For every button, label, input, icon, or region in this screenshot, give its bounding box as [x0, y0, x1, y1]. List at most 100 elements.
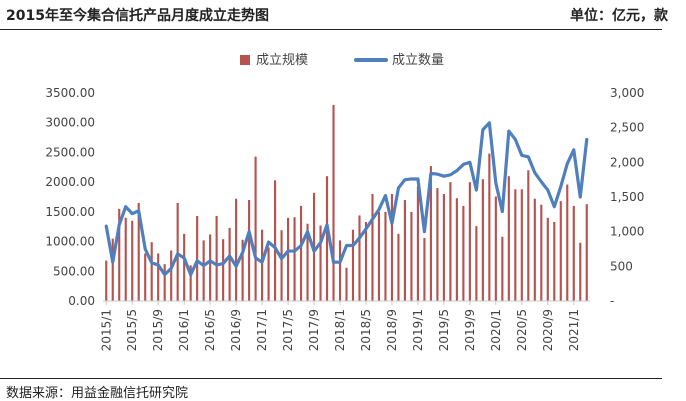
x-axis-tick-label: 2020/9 — [541, 309, 555, 351]
left-axis-tick-label: 2000.00 — [45, 175, 95, 189]
bar-2015/3 — [118, 208, 121, 301]
x-axis-tick-label: 2020/5 — [515, 309, 529, 351]
line-point-2016/2 — [189, 273, 192, 276]
line-point-2018/3 — [352, 244, 354, 247]
bar-2018/11 — [403, 199, 407, 301]
bar-2020/6 — [527, 170, 530, 301]
x-axis-tick-label: 2017/5 — [281, 309, 295, 351]
x-axis-tick-label: 2019/5 — [437, 309, 451, 351]
bar-2016/10 — [241, 239, 244, 301]
bar-2016/3 — [196, 216, 199, 301]
line-point-2015/12 — [176, 253, 179, 255]
line-point-2016/6 — [215, 264, 218, 266]
line-point-2019/10 — [475, 189, 478, 191]
line-point-2019/9 — [469, 161, 471, 164]
bar-2015/2 — [111, 238, 114, 301]
left-axis-tick-label: 1500.00 — [45, 205, 95, 219]
x-axis-tick-label: 2019/1 — [411, 309, 425, 351]
line-point-2019/2 — [423, 230, 426, 233]
x-axis-tick-label: 2018/1 — [333, 309, 347, 351]
line-point-2018/6 — [371, 218, 374, 220]
line-point-2018/12 — [410, 178, 413, 180]
bar-2020/12 — [566, 184, 569, 301]
line-point-2016/1 — [183, 257, 185, 259]
bar-2016/5 — [209, 234, 212, 301]
line-point-2020/6 — [527, 155, 530, 158]
bar-2019/7 — [455, 198, 458, 301]
line-point-2016/3 — [196, 259, 198, 262]
bar-2019/12 — [488, 153, 491, 301]
bar-2019/5 — [442, 194, 445, 301]
line-point-2016/5 — [209, 259, 211, 262]
line-point-2020/12 — [566, 162, 569, 165]
line-point-2019/7 — [456, 169, 458, 172]
right-axis-tick-label: 2,500 — [610, 121, 644, 135]
line-point-2020/2 — [501, 210, 504, 213]
bar-2016/2 — [189, 265, 192, 301]
line-point-2020/8 — [540, 180, 543, 183]
bar-2015/10 — [163, 264, 166, 301]
line-point-2016/11 — [248, 230, 250, 233]
bar-2016/7 — [222, 239, 225, 301]
line-point-2019/1 — [417, 178, 419, 180]
x-axis: 2015/1 2015/5 2015/9 2016/1 2016/5 2016/9 2017… — [99, 301, 581, 351]
bar-2016/6 — [215, 216, 218, 301]
line-point-2016/12 — [254, 257, 257, 259]
bar-2019/11 — [481, 179, 484, 301]
line-point-2020/1 — [495, 182, 497, 184]
bar-2020/11 — [559, 201, 562, 301]
line-point-2017/11 — [326, 223, 328, 226]
bar-2015/4 — [124, 217, 127, 301]
line-point-2017/2 — [267, 241, 270, 243]
bar-2020/3 — [507, 176, 510, 301]
bar-2018/9 — [390, 194, 394, 301]
bar-2019/3 — [429, 166, 432, 301]
bar-2016/1 — [183, 233, 186, 301]
line-point-2020/5 — [521, 154, 523, 157]
bar-2016/12 — [254, 156, 257, 301]
line-point-2019/11 — [482, 128, 484, 131]
bar-2018/10 — [397, 233, 400, 301]
x-axis-tick-label: 2019/9 — [463, 309, 477, 351]
bar-2015/6 — [137, 202, 140, 301]
bar-2021/1 — [572, 205, 575, 301]
bar-2019/9 — [468, 182, 471, 301]
bar-2017/11 — [325, 176, 329, 301]
line-point-2020/4 — [514, 138, 517, 141]
line-point-2015/8 — [150, 262, 153, 264]
x-axis-tick-label: 2018/5 — [359, 309, 373, 351]
line-point-2020/10 — [553, 205, 556, 208]
line-point-2019/8 — [462, 163, 465, 166]
bar-2018/5 — [364, 221, 368, 301]
line-point-2015/10 — [163, 273, 166, 276]
line-point-2016/4 — [202, 264, 205, 267]
x-axis-tick-label: 2016/1 — [177, 309, 191, 351]
bar-2020/10 — [553, 221, 556, 301]
bar-2020/2 — [501, 236, 504, 301]
line-point-2018/5 — [365, 228, 367, 230]
bar-2020/1 — [494, 196, 497, 301]
bar-2015/5 — [131, 220, 134, 301]
bar-2019/1 — [416, 186, 419, 301]
bar-2017/1 — [261, 229, 264, 301]
line-point-2016/10 — [241, 251, 244, 254]
top-rule — [0, 29, 662, 30]
bar-2018/7 — [377, 211, 381, 301]
x-axis-tick-label: 2018/9 — [385, 309, 399, 351]
right-axis-tick-label: - — [610, 294, 614, 308]
bar-2017/7 — [299, 205, 303, 301]
bar-2021/2 — [579, 242, 582, 301]
line-point-2018/7 — [378, 208, 380, 211]
left-axis: 0.00 500.00 1000.00 1500.00 2000.00 2500.00 30… — [45, 86, 95, 308]
bar-2019/10 — [475, 226, 478, 301]
bottom-rule — [0, 378, 662, 379]
line-point-2017/8 — [306, 230, 309, 233]
legend-bar-swatch — [240, 55, 250, 65]
bar-2017/6 — [293, 217, 296, 301]
line-point-2018/9 — [391, 222, 393, 225]
chart-title: 2015年至今集合信托产品月度成立走势图 — [6, 8, 269, 24]
bar-2020/8 — [540, 204, 543, 301]
left-axis-tick-label: 0.00 — [68, 294, 95, 308]
bar-2016/9 — [235, 198, 238, 301]
bar-2017/2 — [267, 247, 270, 301]
